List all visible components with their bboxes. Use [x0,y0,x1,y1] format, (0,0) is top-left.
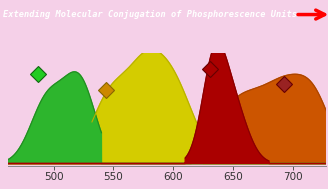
Text: Extending Molecular Conjugation of Phosphorescence Units: Extending Molecular Conjugation of Phosp… [3,10,297,19]
